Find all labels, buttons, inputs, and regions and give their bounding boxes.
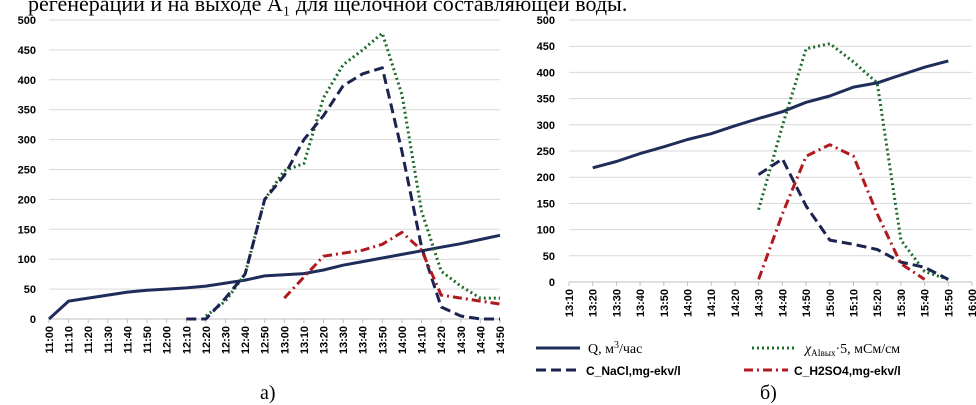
- xtick-label-b: 15:30: [896, 289, 908, 317]
- ytick-label-a: 250: [18, 165, 36, 177]
- xtick-label-b: 16:00: [967, 289, 976, 317]
- series-line-a-Q: [47, 233, 501, 321]
- xtick-label-b: 13:50: [659, 289, 671, 317]
- subplot-label-a: а): [260, 382, 276, 404]
- ytick-label-b: 400: [537, 67, 555, 79]
- series-line-a-H2SO4: [283, 230, 501, 306]
- ytick-label-a: 450: [18, 45, 36, 57]
- xtick-label-a: 13:30: [338, 326, 350, 354]
- xtick-label-a: 13:40: [358, 326, 370, 354]
- ytick-label-a: 500: [18, 15, 36, 27]
- xtick-label-a: 14:50: [495, 326, 507, 354]
- xtick-label-a: 14:00: [397, 326, 409, 354]
- ytick-label-a: 300: [18, 135, 36, 147]
- xtick-label-a: 14:40: [475, 326, 487, 354]
- series-line-b-Q: [592, 59, 949, 170]
- xtick-label-b: 15:10: [848, 289, 860, 317]
- xtick-label-a: 14:30: [456, 326, 468, 354]
- xtick-label-a: 14:10: [417, 326, 429, 354]
- xtick-label-a: 13:50: [377, 326, 389, 354]
- xtick-label-a: 12:00: [162, 326, 174, 354]
- xtick-label-b: 13:10: [564, 289, 576, 317]
- ytick-label-b: 100: [537, 225, 555, 237]
- xtick-label-b: 14:20: [730, 289, 742, 317]
- ytick-label-a: 150: [18, 224, 36, 236]
- ytick-label-a: 50: [24, 284, 36, 296]
- ytick-label-b: 0: [549, 277, 555, 289]
- subplot-label-b: б): [760, 382, 777, 404]
- xtick-label-b: 14:30: [754, 289, 766, 317]
- xtick-label-a: 13:00: [279, 326, 291, 354]
- ytick-label-b: 450: [537, 41, 555, 53]
- ytick-label-b: 200: [537, 172, 555, 184]
- chart-b: 0 50 100 150 200 250 300 350 400 450 500 13:10 13:20…: [537, 15, 976, 317]
- legend-label-NaCl: C_NaCl,mg-ekv/l: [586, 364, 681, 378]
- xtick-label-b: 15:40: [920, 289, 932, 317]
- legend-label-H2SO4: C_H2SO4,mg-ekv/l: [794, 364, 901, 378]
- xtick-label-a: 12:20: [201, 326, 213, 354]
- xtick-label-a: 11:10: [64, 326, 76, 354]
- xtick-label-a: 11:30: [103, 326, 115, 354]
- ytick-label-b: 300: [537, 120, 555, 132]
- ytick-label-b: 150: [537, 198, 555, 210]
- xtick-label-a: 13:10: [299, 326, 311, 354]
- ytick-label-a: 100: [18, 254, 36, 266]
- xtick-label-b: 14:10: [706, 289, 718, 317]
- xtick-label-a: 11:40: [122, 326, 134, 354]
- ytick-label-b: 250: [537, 146, 555, 158]
- ytick-label-a: 400: [18, 75, 36, 87]
- xtick-label-a: 12:30: [220, 326, 232, 354]
- ytick-label-a: 350: [18, 105, 36, 117]
- series-line-b-H2SO4: [757, 143, 926, 281]
- ytick-label-a: 200: [18, 194, 36, 206]
- legend: Q, м3/час χAIвых·5, мСм/см C_NaCl,mg-ekv…: [536, 340, 901, 378]
- legend-label-Q: Q, м3/час: [588, 340, 642, 357]
- xtick-label-a: 12:10: [181, 326, 193, 354]
- xtick-label-a: 12:50: [260, 326, 272, 354]
- xtick-label-b: 15:50: [943, 289, 955, 317]
- xtick-label-a: 11:00: [44, 326, 56, 354]
- legend-label-chi: χAIвых·5, мСм/см: [803, 342, 900, 358]
- xtick-label-b: 13:30: [611, 289, 623, 317]
- ytick-label-a: 0: [30, 314, 36, 326]
- xtick-label-a: 13:20: [319, 326, 331, 354]
- series-line-a-chi: [204, 31, 500, 318]
- caption-text: регенерации и на выходе А₁ для щелочной …: [28, 0, 628, 16]
- xtick-label-b: 14:50: [801, 289, 813, 317]
- xtick-label-b: 15:20: [872, 289, 884, 317]
- xtick-label-a: 12:40: [240, 326, 252, 354]
- figure-caption: регенерации и на выходе А₁ для щелочной …: [0, 0, 976, 17]
- ytick-label-b: 350: [537, 94, 555, 106]
- xtick-label-b: 13:40: [635, 289, 647, 317]
- series-line-b-NaCl: [757, 157, 949, 281]
- xtick-label-b: 15:00: [825, 289, 837, 317]
- xtick-label-b: 13:20: [588, 289, 600, 317]
- xtick-label-a: 11:50: [142, 326, 154, 354]
- xtick-label-a: 14:20: [436, 326, 448, 354]
- series-line-b-chi: [757, 42, 949, 281]
- series-line-a-NaCl: [186, 66, 500, 321]
- ytick-label-b: 500: [537, 15, 555, 27]
- xtick-label-b: 14:40: [777, 289, 789, 317]
- xtick-label-b: 14:00: [683, 289, 695, 317]
- ytick-label-b: 50: [543, 251, 555, 263]
- chart-a: 0 50 100 150 200 250 300 350 400 450 500 11:00 11:10…: [18, 15, 507, 354]
- xtick-label-a: 11:20: [83, 326, 95, 354]
